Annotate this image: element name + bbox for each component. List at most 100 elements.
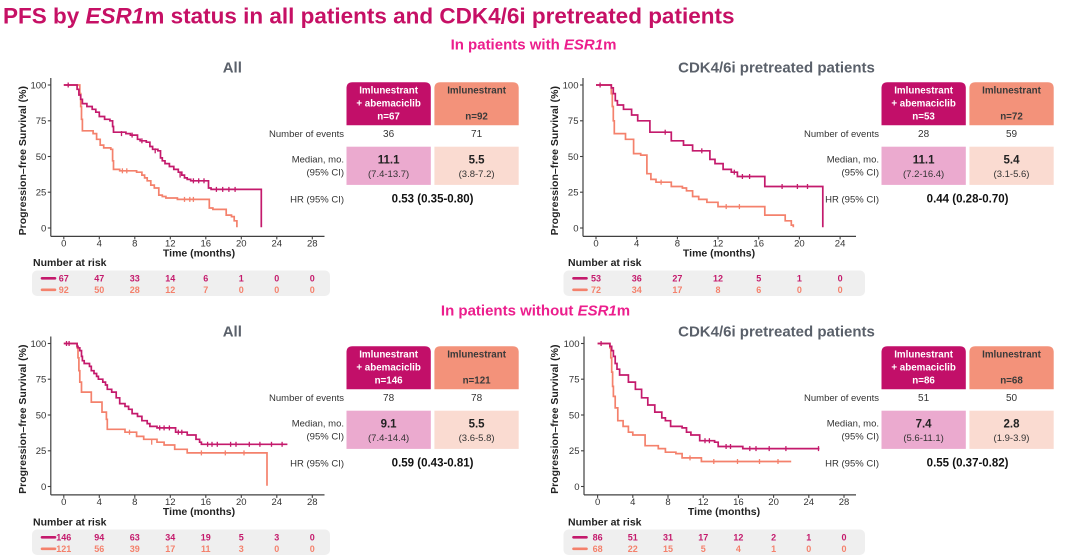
svg-text:1: 1 bbox=[771, 544, 776, 554]
svg-text:4: 4 bbox=[97, 497, 102, 508]
svg-text:(95% CI): (95% CI) bbox=[307, 168, 344, 179]
svg-text:2.8: 2.8 bbox=[1004, 419, 1021, 431]
svg-text:27: 27 bbox=[672, 273, 682, 283]
svg-text:1: 1 bbox=[806, 532, 811, 542]
svg-text:67: 67 bbox=[59, 273, 69, 283]
svg-text:17: 17 bbox=[672, 285, 682, 295]
svg-text:n=86: n=86 bbox=[912, 375, 935, 386]
svg-text:121: 121 bbox=[56, 544, 71, 554]
svg-text:12: 12 bbox=[165, 239, 176, 250]
svg-text:20: 20 bbox=[236, 497, 247, 508]
svg-text:4: 4 bbox=[634, 239, 639, 250]
svg-text:3: 3 bbox=[274, 532, 279, 542]
svg-text:(95% CI): (95% CI) bbox=[842, 432, 879, 443]
svg-text:Median, mo.: Median, mo. bbox=[827, 155, 879, 166]
svg-text:7.4: 7.4 bbox=[916, 419, 933, 431]
svg-text:16: 16 bbox=[753, 239, 764, 250]
svg-text:31: 31 bbox=[663, 532, 673, 542]
svg-text:n=68: n=68 bbox=[1000, 375, 1023, 386]
svg-text:12: 12 bbox=[733, 532, 743, 542]
svg-text:0: 0 bbox=[841, 532, 846, 542]
svg-text:100: 100 bbox=[30, 339, 46, 350]
svg-text:Imlunestrant: Imlunestrant bbox=[894, 85, 954, 96]
svg-text:5: 5 bbox=[756, 273, 761, 283]
svg-text:0.55 (0.37-0.82): 0.55 (0.37-0.82) bbox=[927, 458, 1009, 470]
svg-text:Imlunestrant: Imlunestrant bbox=[447, 349, 507, 360]
svg-text:63: 63 bbox=[130, 532, 140, 542]
svg-text:50: 50 bbox=[36, 410, 47, 421]
svg-text:75: 75 bbox=[569, 375, 580, 386]
svg-text:0.53 (0.35-0.80): 0.53 (0.35-0.80) bbox=[392, 194, 474, 206]
svg-text:20: 20 bbox=[236, 239, 247, 250]
svg-text:HR (95% CI): HR (95% CI) bbox=[825, 459, 879, 470]
svg-text:0: 0 bbox=[573, 223, 578, 234]
svg-text:5.5: 5.5 bbox=[469, 155, 486, 167]
svg-text:Time (months): Time (months) bbox=[163, 506, 235, 518]
svg-text:72: 72 bbox=[591, 285, 601, 295]
svg-text:5: 5 bbox=[239, 532, 244, 542]
svg-text:Imlunestrant: Imlunestrant bbox=[447, 85, 507, 96]
svg-text:8: 8 bbox=[665, 497, 670, 508]
svg-text:4: 4 bbox=[736, 544, 741, 554]
svg-text:36: 36 bbox=[383, 129, 395, 140]
svg-text:+ abemaciclib: + abemaciclib bbox=[356, 362, 421, 373]
svg-text:Number of events: Number of events bbox=[269, 129, 344, 140]
svg-text:Imlunestrant: Imlunestrant bbox=[982, 349, 1042, 360]
svg-text:Imlunestrant: Imlunestrant bbox=[982, 85, 1042, 96]
svg-text:CDK4/6i pretreated patients: CDK4/6i pretreated patients bbox=[678, 60, 875, 77]
svg-text:All: All bbox=[223, 323, 242, 340]
svg-text:n=121: n=121 bbox=[463, 375, 492, 386]
svg-text:PFS by ESR1m status in all pat: PFS by ESR1m status in all patients and … bbox=[3, 3, 734, 28]
svg-text:6: 6 bbox=[756, 285, 761, 295]
svg-text:Imlunestrant: Imlunestrant bbox=[359, 349, 419, 360]
svg-text:Progression–free Survival (%): Progression–free Survival (%) bbox=[17, 345, 29, 494]
svg-text:Time (months): Time (months) bbox=[688, 506, 760, 518]
svg-text:94: 94 bbox=[94, 532, 104, 542]
svg-text:20: 20 bbox=[768, 497, 779, 508]
svg-text:24: 24 bbox=[272, 497, 283, 508]
svg-text:53: 53 bbox=[591, 273, 601, 283]
svg-text:28: 28 bbox=[839, 497, 850, 508]
svg-text:0: 0 bbox=[41, 482, 46, 493]
svg-text:0: 0 bbox=[274, 273, 279, 283]
svg-text:33: 33 bbox=[130, 273, 140, 283]
svg-text:0.59 (0.43-0.81): 0.59 (0.43-0.81) bbox=[392, 458, 474, 470]
svg-text:0: 0 bbox=[61, 239, 66, 250]
svg-text:0: 0 bbox=[310, 273, 315, 283]
svg-text:+ abemaciclib: + abemaciclib bbox=[356, 98, 421, 109]
svg-text:0: 0 bbox=[574, 482, 579, 493]
svg-text:75: 75 bbox=[568, 116, 579, 127]
svg-text:11: 11 bbox=[201, 544, 211, 554]
svg-text:0: 0 bbox=[310, 532, 315, 542]
svg-text:(5.6-11.1): (5.6-11.1) bbox=[903, 433, 943, 444]
svg-text:68: 68 bbox=[593, 544, 603, 554]
svg-text:n=67: n=67 bbox=[377, 111, 400, 122]
svg-text:0: 0 bbox=[274, 285, 279, 295]
svg-text:78: 78 bbox=[383, 393, 395, 404]
svg-text:19: 19 bbox=[201, 532, 211, 542]
svg-text:HR (95% CI): HR (95% CI) bbox=[290, 459, 344, 470]
svg-text:0: 0 bbox=[41, 223, 46, 234]
svg-text:n=72: n=72 bbox=[1000, 111, 1023, 122]
svg-text:Number at risk: Number at risk bbox=[568, 257, 642, 269]
svg-text:Progression–free Survival (%): Progression–free Survival (%) bbox=[17, 86, 29, 235]
svg-text:28: 28 bbox=[307, 497, 318, 508]
svg-text:1: 1 bbox=[797, 273, 802, 283]
svg-text:56: 56 bbox=[94, 544, 104, 554]
svg-text:51: 51 bbox=[628, 532, 638, 542]
svg-text:14: 14 bbox=[165, 273, 175, 283]
svg-text:146: 146 bbox=[56, 532, 71, 542]
svg-text:+ abemaciclib: + abemaciclib bbox=[891, 98, 956, 109]
svg-text:50: 50 bbox=[569, 410, 580, 421]
svg-text:34: 34 bbox=[632, 285, 642, 295]
svg-text:0: 0 bbox=[310, 544, 315, 554]
svg-text:86: 86 bbox=[593, 532, 603, 542]
svg-text:0: 0 bbox=[239, 285, 244, 295]
svg-text:Time (months): Time (months) bbox=[163, 248, 235, 260]
svg-text:11.1: 11.1 bbox=[913, 155, 935, 167]
svg-text:0: 0 bbox=[274, 544, 279, 554]
svg-text:8: 8 bbox=[132, 239, 137, 250]
svg-text:12: 12 bbox=[713, 273, 723, 283]
svg-text:51: 51 bbox=[918, 393, 930, 404]
svg-text:0: 0 bbox=[797, 285, 802, 295]
